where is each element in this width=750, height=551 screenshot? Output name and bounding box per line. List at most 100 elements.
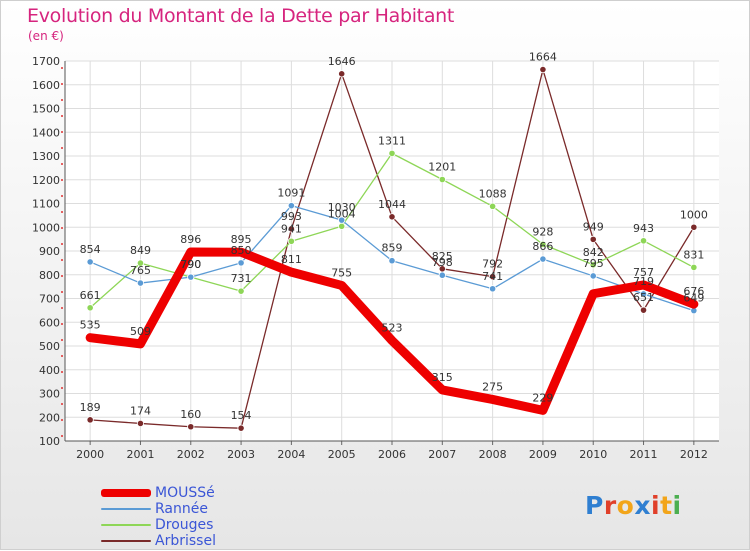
data-point <box>187 273 195 281</box>
x-tick-label: 2001 <box>126 448 154 461</box>
legend-label-drouges: Drouges <box>155 517 214 533</box>
data-point <box>589 235 597 243</box>
data-point <box>438 271 446 279</box>
data-label: 160 <box>180 408 201 421</box>
y-tick-label: 700 <box>39 293 60 306</box>
logo-letter: x <box>634 491 651 520</box>
legend-label-arbrissel: Arbrissel <box>155 533 216 549</box>
data-point <box>639 290 648 298</box>
y-tick-label: 1200 <box>32 174 60 187</box>
x-tick-label: 2004 <box>277 448 305 461</box>
data-point <box>489 273 497 281</box>
y-tick-label: 1000 <box>32 221 60 234</box>
data-label: 275 <box>482 380 503 393</box>
data-label: 811 <box>281 253 302 266</box>
x-tick-label: 2007 <box>428 448 456 461</box>
y-tick-label: 800 <box>39 269 60 282</box>
y-tick-label: 100 <box>39 435 60 448</box>
data-label: 154 <box>231 409 252 422</box>
data-label: 1044 <box>378 198 406 211</box>
data-label: 741 <box>482 270 503 283</box>
data-point <box>86 304 94 312</box>
legend-label-mousse: MOUSSé <box>155 485 215 501</box>
data-label: 189 <box>80 401 101 414</box>
data-point <box>237 424 245 432</box>
data-point <box>589 272 597 280</box>
legend-item-mousse: MOUSSé <box>101 485 216 501</box>
data-label: 1088 <box>479 187 507 200</box>
y-tick-label: 400 <box>39 364 60 377</box>
y-tick-label: 200 <box>39 411 60 424</box>
x-tick-label: 2003 <box>227 448 255 461</box>
data-point <box>388 213 396 221</box>
data-point <box>539 65 547 74</box>
x-tick-label: 2006 <box>378 448 406 461</box>
data-label: 649 <box>683 292 704 305</box>
data-point <box>690 263 698 271</box>
legend-swatch-arbrissel <box>101 540 151 542</box>
data-point <box>338 216 346 224</box>
data-point <box>187 423 195 431</box>
data-point <box>489 202 497 210</box>
data-point <box>539 240 547 248</box>
data-label: 229 <box>532 391 553 404</box>
data-label: 943 <box>633 222 654 235</box>
data-label: 1664 <box>529 51 557 64</box>
data-label: 790 <box>180 258 201 271</box>
logo-letter: i <box>651 491 661 520</box>
data-label: 854 <box>80 243 101 256</box>
data-label: 1646 <box>328 55 356 68</box>
data-point <box>287 237 295 245</box>
data-label: 1030 <box>328 201 356 214</box>
data-label: 1311 <box>378 134 406 147</box>
y-tick-label: 1300 <box>32 150 60 163</box>
data-label: 1201 <box>428 161 456 174</box>
data-label: 765 <box>130 264 151 277</box>
data-label: 866 <box>532 240 553 253</box>
data-label: 719 <box>633 275 654 288</box>
data-point <box>237 287 245 295</box>
data-point <box>690 223 698 231</box>
data-label: 535 <box>80 319 101 332</box>
series-line-0 <box>85 247 699 415</box>
data-label: 849 <box>130 244 151 257</box>
data-point <box>237 259 245 267</box>
data-point <box>539 255 547 263</box>
y-tick-label: 1500 <box>32 103 60 116</box>
logo-letter: i <box>672 491 682 520</box>
data-label: 757 <box>633 266 654 279</box>
legend-label-rannee: Rannée <box>155 501 208 517</box>
data-point <box>489 285 497 293</box>
x-tick-label: 2012 <box>680 448 708 461</box>
legend-item-rannee: Rannée <box>101 501 216 517</box>
data-point <box>287 225 295 233</box>
x-tick-label: 2008 <box>479 448 507 461</box>
data-label: 798 <box>432 256 453 269</box>
data-label: 523 <box>382 322 403 335</box>
y-tick-label: 1400 <box>32 126 60 139</box>
y-tick-label: 1700 <box>32 55 60 68</box>
y-tick-label: 300 <box>39 388 60 401</box>
data-label: 792 <box>482 258 503 271</box>
data-label: 315 <box>432 371 453 384</box>
x-tick-label: 2009 <box>529 448 557 461</box>
data-point <box>287 202 295 210</box>
data-point <box>86 258 94 266</box>
data-point <box>639 306 648 314</box>
legend-swatch-rannee <box>101 508 151 510</box>
data-label: 928 <box>532 225 553 238</box>
data-label: 651 <box>633 291 654 304</box>
data-point <box>136 419 145 428</box>
logo-letter: P <box>585 491 604 520</box>
y-tick-label: 600 <box>39 316 60 329</box>
data-point <box>338 222 346 230</box>
legend-swatch-drouges <box>101 524 151 526</box>
data-label: 895 <box>231 233 252 246</box>
data-label: 795 <box>583 257 604 270</box>
logo-letter: t <box>660 491 673 520</box>
legend: MOUSSé Rannée Drouges Arbrissel <box>101 485 216 549</box>
data-label: 831 <box>683 248 704 261</box>
data-label: 1000 <box>680 208 708 221</box>
y-tick-label: 1100 <box>32 198 60 211</box>
